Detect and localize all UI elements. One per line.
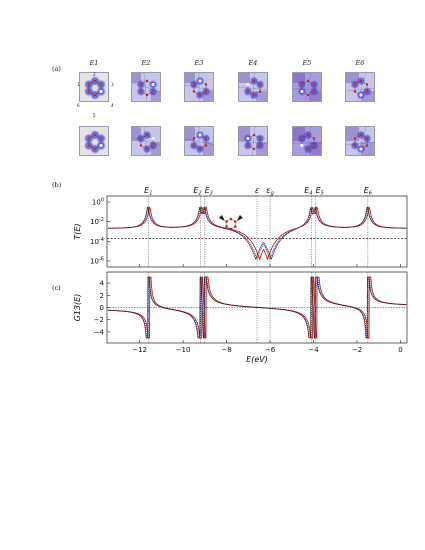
y-axis-label-b: T(E) [73, 223, 82, 239]
panel-label-a: (a) [52, 65, 61, 73]
molecule-atom [233, 225, 237, 228]
density-tile [79, 126, 109, 156]
y-axis-label-c: G13(E) [73, 294, 82, 322]
energy-header-6: E6 [355, 59, 365, 67]
x-tick-label: −8 [221, 346, 231, 354]
y-tick-label-b: 100 [92, 198, 104, 207]
site-number-3: 3 [111, 82, 114, 87]
energy-header-5: E5 [302, 59, 312, 67]
energy-header-2: E2 [141, 59, 151, 67]
density-tile [79, 72, 109, 102]
density-tile [131, 126, 161, 156]
y-tick-label-c: 0 [100, 304, 104, 312]
site-number-2: 2 [93, 72, 96, 77]
molecule-atom [225, 225, 228, 228]
density-tile [292, 72, 322, 102]
lead-right [236, 215, 243, 221]
energy-header-1: E1 [89, 59, 99, 67]
transmission-curve-3 [108, 206, 407, 260]
x-tick-label: −6 [265, 346, 276, 354]
density-tile [345, 72, 375, 102]
resonance-label: E1 [144, 186, 152, 197]
resonance-label: E2 [193, 186, 201, 197]
x-tick-label: 0 [398, 346, 402, 354]
energy-header-4: E4 [248, 59, 258, 67]
y-tick-label-c: 4 [100, 280, 105, 288]
x-axis-label: E(eV) [246, 355, 268, 364]
density-tile [292, 126, 322, 156]
x-tick-label: −2 [352, 346, 362, 354]
molecule-atom [229, 217, 233, 221]
resonance-label: E3 [205, 186, 213, 197]
site-number-6: 6 [77, 103, 80, 108]
lead-left [218, 215, 225, 221]
y-tick-label-b: 10-6 [90, 257, 104, 266]
density-tile [184, 72, 214, 102]
transmission-curve-2 [108, 206, 407, 261]
molecule-inset [226, 218, 236, 230]
density-tile [238, 126, 268, 156]
energy-header-3: E3 [194, 59, 204, 67]
y-tick-label-b: 10-4 [90, 237, 104, 246]
green-function-curve-3 [108, 276, 407, 339]
y-tick-label-b: 10-2 [90, 217, 104, 226]
resonance-label: εg [266, 186, 274, 197]
x-tick-label: −4 [308, 346, 319, 354]
molecule-atom [233, 220, 237, 223]
density-tile [345, 126, 375, 156]
molecule-atom [225, 220, 228, 223]
resonance-label: E4 [304, 186, 312, 197]
x-tick-label: −12 [132, 346, 147, 354]
y-tick-label-c: −2 [94, 316, 104, 324]
resonance-label: E5 [316, 186, 324, 197]
panel-label-b: (b) [52, 181, 62, 189]
y-tick-label-c: 2 [100, 292, 104, 300]
site-number-4: 4 [111, 103, 114, 108]
density-tile [131, 72, 161, 102]
density-tile [184, 126, 214, 156]
density-tile [238, 72, 268, 102]
x-tick-label: −10 [176, 346, 191, 354]
site-number-5: 5 [93, 113, 96, 118]
site-number-1: 1 [77, 82, 80, 87]
panel-label-c: (c) [52, 284, 61, 292]
transmission-curve-1 [108, 206, 407, 261]
resonance-label: ε [255, 186, 260, 195]
y-tick-label-c: −4 [94, 328, 105, 336]
resonance-label: E6 [364, 186, 372, 197]
